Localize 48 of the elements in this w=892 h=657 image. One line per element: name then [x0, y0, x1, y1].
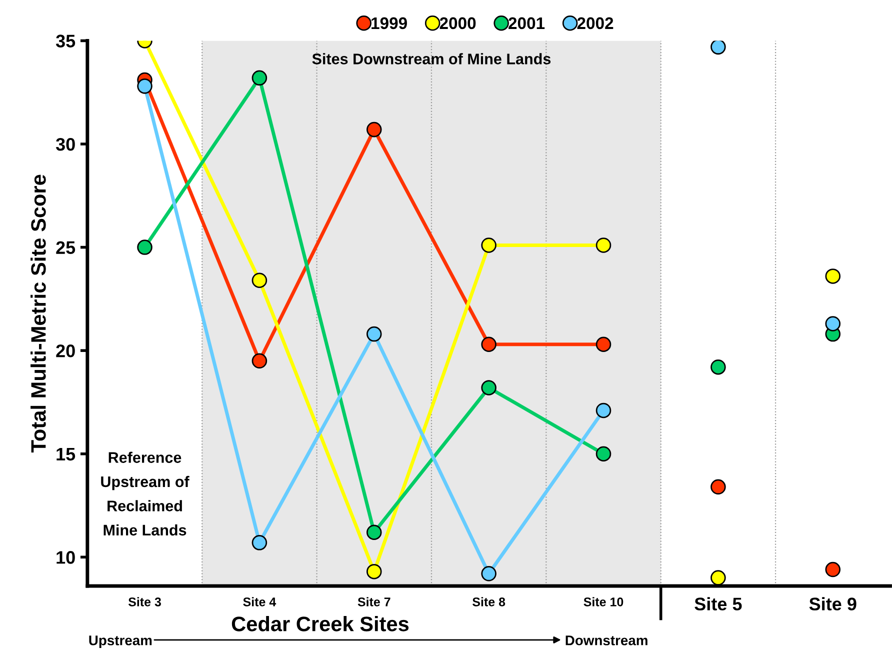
x-tick-label: Site 3	[128, 597, 161, 606]
x-tick-label: Site 4	[243, 597, 276, 606]
point	[137, 78, 152, 94]
x-tick-label: Site 5	[694, 597, 742, 610]
band-label: Sites Downstream of Mine Lands	[312, 53, 551, 64]
text: Downstream	[566, 636, 648, 646]
y-tick-label: 25	[56, 241, 76, 254]
point	[366, 524, 382, 540]
y-tick-label: 20	[56, 344, 75, 358]
point	[366, 564, 382, 580]
legend-label: 1999	[372, 17, 407, 30]
point	[596, 336, 612, 352]
point	[710, 40, 726, 55]
y-tick-label: 35	[56, 34, 76, 48]
text: Upstream	[89, 636, 152, 648]
point	[710, 570, 726, 586]
legend-label: 2000	[440, 17, 476, 30]
point	[710, 479, 726, 495]
point	[252, 535, 268, 550]
point	[366, 326, 382, 342]
x-tick-label: Site 8	[472, 597, 506, 606]
x-axis-title: Cedar Creek Sites	[232, 616, 409, 632]
point	[252, 70, 268, 86]
point	[252, 353, 268, 369]
y-axis-title: Total Multi-Metric Site Score	[30, 174, 46, 452]
annotation: Reference Upstream of Reclaimed Mine Lands	[101, 452, 190, 536]
y-tick-label: 15	[56, 448, 76, 461]
point	[366, 122, 382, 138]
point	[596, 238, 612, 253]
point	[481, 380, 496, 396]
point	[710, 359, 726, 375]
x-tick-label: Site 10	[584, 597, 624, 606]
point	[825, 268, 841, 284]
point	[481, 566, 496, 582]
y-tick-label: 10	[56, 551, 75, 564]
legend-label: 2001	[508, 17, 545, 30]
point	[481, 336, 496, 352]
point	[596, 446, 612, 462]
point	[481, 238, 496, 253]
x-tick-label: Site 7	[358, 597, 390, 606]
point	[252, 272, 268, 288]
y-tick-label: 30	[56, 138, 75, 151]
point	[825, 562, 841, 578]
point	[596, 402, 612, 418]
point	[825, 316, 841, 332]
point	[137, 240, 152, 255]
legend-label: 2002	[577, 17, 614, 30]
x-tick-label: Site 9	[809, 597, 856, 610]
